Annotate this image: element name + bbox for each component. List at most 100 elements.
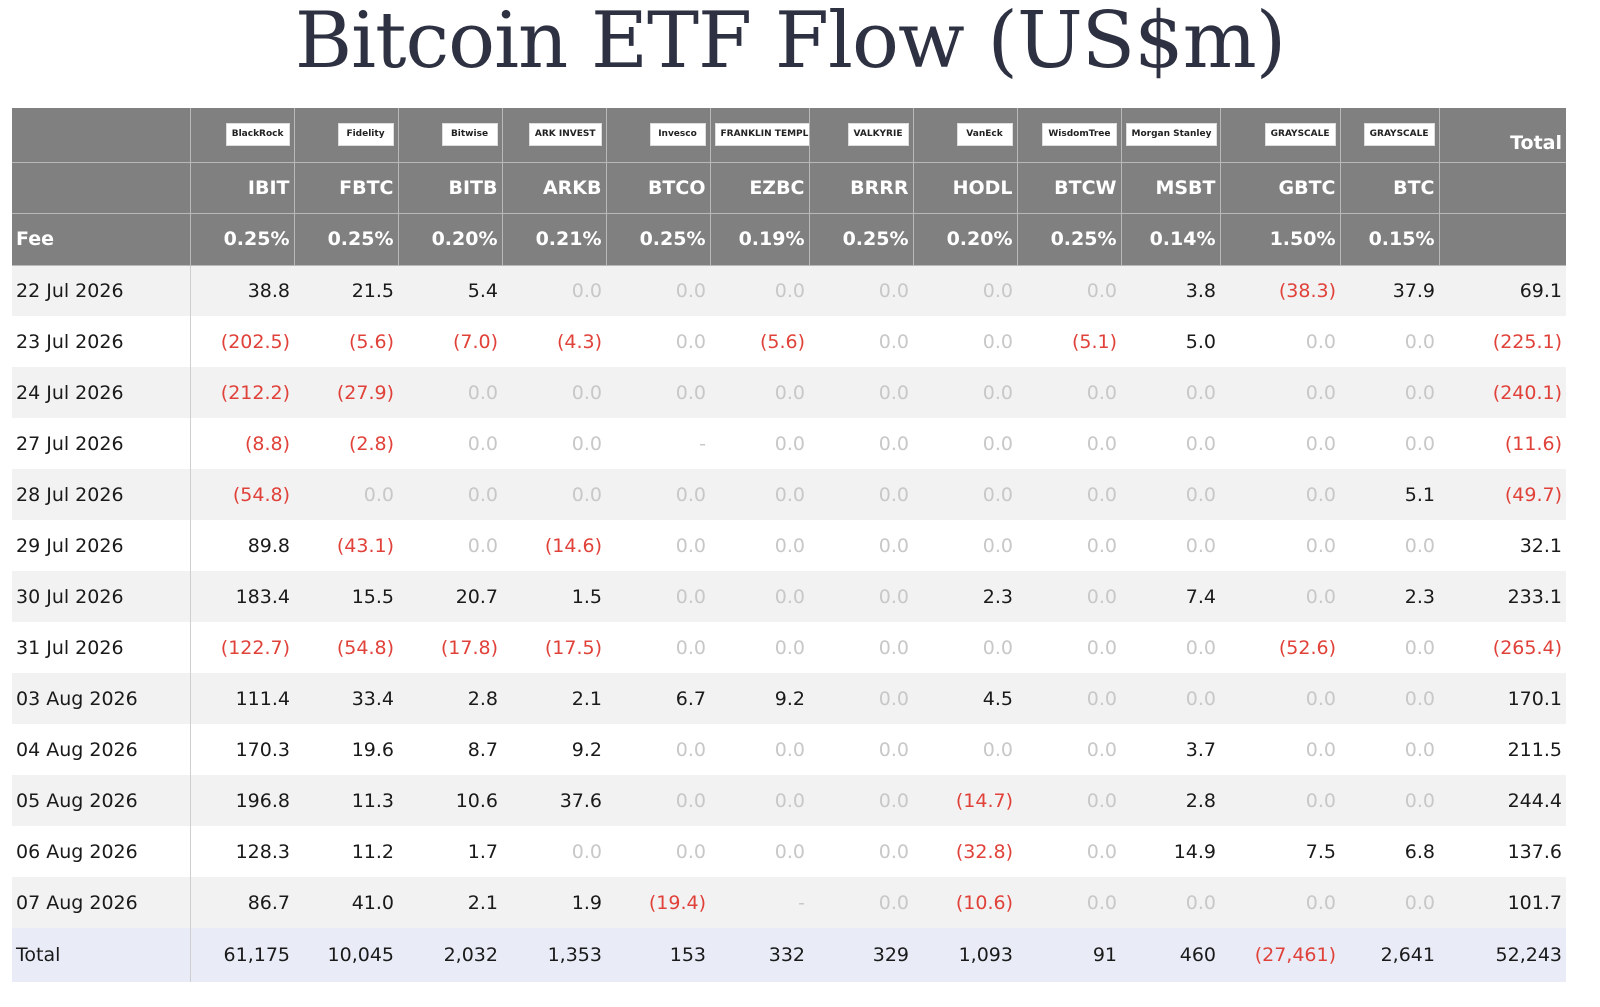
flow-cell: 38.8 <box>190 265 294 316</box>
flow-cell: 0.0 <box>1340 367 1439 418</box>
row-total-cell: (11.6) <box>1439 418 1566 469</box>
flow-cell: 0.0 <box>913 418 1017 469</box>
date-cell: 24 Jul 2026 <box>12 367 191 418</box>
flow-cell: 7.4 <box>1121 571 1220 622</box>
flow-cell: 0.0 <box>1340 775 1439 826</box>
flow-cell: 0.0 <box>913 724 1017 775</box>
flow-cell: 3.7 <box>1121 724 1220 775</box>
flow-cell: 0.0 <box>606 469 710 520</box>
issuer-logo-btcw: WisdomTree <box>1042 123 1117 147</box>
flow-cell: 37.6 <box>502 775 606 826</box>
flow-cell: 10.6 <box>398 775 502 826</box>
flow-cell: 0.0 <box>606 622 710 673</box>
flow-cell: 0.0 <box>606 775 710 826</box>
flow-cell: 0.0 <box>398 418 502 469</box>
flow-cell: 0.0 <box>710 571 809 622</box>
table-row: 28 Jul 2026 (54.8) 0.0 0.0 0.0 0.0 0.0 0.0 0.0 0.… <box>12 469 1566 520</box>
row-total-cell: 69.1 <box>1439 265 1566 316</box>
ticker-total-blank <box>1438 162 1566 214</box>
flow-cell: 111.4 <box>190 673 294 724</box>
date-cell: 07 Aug 2026 <box>12 877 191 928</box>
table-row: 05 Aug 2026 196.8 11.3 10.6 37.6 0.0 0.0 0.0 (14… <box>12 775 1566 826</box>
flow-cell: 0.0 <box>809 826 913 877</box>
flow-cell: 0.0 <box>1121 418 1220 469</box>
column-total-cell: 153 <box>606 928 710 982</box>
issuer-logo-cell: VanEck <box>912 108 1017 163</box>
row-total-cell: 32.1 <box>1439 520 1566 571</box>
flow-cell: (17.8) <box>398 622 502 673</box>
flow-cell: 0.0 <box>1220 367 1340 418</box>
column-total-cell: 2,032 <box>398 928 502 982</box>
fee-cell: 0.21% <box>501 213 606 266</box>
flow-cell: 89.8 <box>190 520 294 571</box>
flow-cell: 9.2 <box>502 724 606 775</box>
table-row: 30 Jul 2026 183.4 15.5 20.7 1.5 0.0 0.0 0.0 2.3 0… <box>12 571 1566 622</box>
flow-cell: 20.7 <box>398 571 502 622</box>
flow-cell: 9.2 <box>710 673 809 724</box>
flow-cell: 0.0 <box>1121 622 1220 673</box>
flow-cell: 2.3 <box>913 571 1017 622</box>
fee-cell: 0.20% <box>397 213 502 266</box>
table-row: 22 Jul 2026 38.8 21.5 5.4 0.0 0.0 0.0 0.0 0.0 0.0… <box>12 265 1566 316</box>
flow-cell: 196.8 <box>190 775 294 826</box>
fee-cell: 0.20% <box>912 213 1017 266</box>
flow-cell: 0.0 <box>809 265 913 316</box>
flow-cell: 0.0 <box>913 622 1017 673</box>
flow-cell: 0.0 <box>1017 877 1121 928</box>
flow-cell: 2.8 <box>1121 775 1220 826</box>
flow-cell: 0.0 <box>502 418 606 469</box>
flow-cell: 0.0 <box>502 367 606 418</box>
ticker-header: GBTC <box>1219 162 1340 214</box>
flow-cell: 0.0 <box>809 775 913 826</box>
flow-cell: (14.7) <box>913 775 1017 826</box>
ticker-header: BTC <box>1339 162 1439 214</box>
flow-cell: (19.4) <box>606 877 710 928</box>
flow-cell: 21.5 <box>294 265 398 316</box>
flow-cell: 0.0 <box>913 265 1017 316</box>
flow-cell: 11.2 <box>294 826 398 877</box>
flow-cell: 11.3 <box>294 775 398 826</box>
total-column-header: Total <box>1438 108 1566 163</box>
flow-cell: (17.5) <box>502 622 606 673</box>
row-total-cell: 233.1 <box>1439 571 1566 622</box>
table-row: 06 Aug 2026 128.3 11.2 1.7 0.0 0.0 0.0 0.0 (32.8… <box>12 826 1566 877</box>
flow-cell: 6.8 <box>1340 826 1439 877</box>
row-total-cell: (240.1) <box>1439 367 1566 418</box>
flow-cell: 3.8 <box>1121 265 1220 316</box>
fee-cell: 0.25% <box>808 213 913 266</box>
date-cell: 29 Jul 2026 <box>12 520 191 571</box>
flow-cell: 8.7 <box>398 724 502 775</box>
flow-cell: 0.0 <box>1220 877 1340 928</box>
issuer-logo-cell: Morgan Stanley <box>1120 108 1220 163</box>
flow-cell: - <box>606 418 710 469</box>
flow-cell: 0.0 <box>1017 469 1121 520</box>
flow-cell: 5.1 <box>1340 469 1439 520</box>
column-total-cell: 1,093 <box>913 928 1017 982</box>
flow-cell: (5.1) <box>1017 316 1121 367</box>
flow-cell: 0.0 <box>1340 316 1439 367</box>
issuer-logo-ibit: BlackRock <box>225 123 290 147</box>
flow-cell: 0.0 <box>1220 775 1340 826</box>
issuer-logo-cell: Invesco <box>605 108 710 163</box>
flow-cell: 0.0 <box>1017 775 1121 826</box>
flow-cell: 0.0 <box>606 571 710 622</box>
issuer-logo-ezbc: FRANKLIN TEMPLETON <box>714 123 809 147</box>
ticker-header: BTCW <box>1016 162 1121 214</box>
flow-cell: 170.3 <box>190 724 294 775</box>
issuer-logo-cell: Fidelity <box>293 108 398 163</box>
flow-cell: 0.0 <box>606 316 710 367</box>
issuer-logo-gbtc: GRAYSCALE <box>1264 123 1336 147</box>
column-total-cell: 2,641 <box>1340 928 1439 982</box>
flow-cell: 183.4 <box>190 571 294 622</box>
flow-cell: 0.0 <box>710 775 809 826</box>
flow-cell: - <box>710 877 809 928</box>
date-cell: 22 Jul 2026 <box>12 265 191 316</box>
flow-cell: 2.8 <box>398 673 502 724</box>
ticker-header: BRRR <box>808 162 913 214</box>
flow-cell: 128.3 <box>190 826 294 877</box>
fee-cell: 0.25% <box>605 213 710 266</box>
date-cell: 03 Aug 2026 <box>12 673 191 724</box>
fee-cell: 0.25% <box>189 213 294 266</box>
corner-cell <box>12 108 190 163</box>
fee-cell: 0.14% <box>1120 213 1220 266</box>
